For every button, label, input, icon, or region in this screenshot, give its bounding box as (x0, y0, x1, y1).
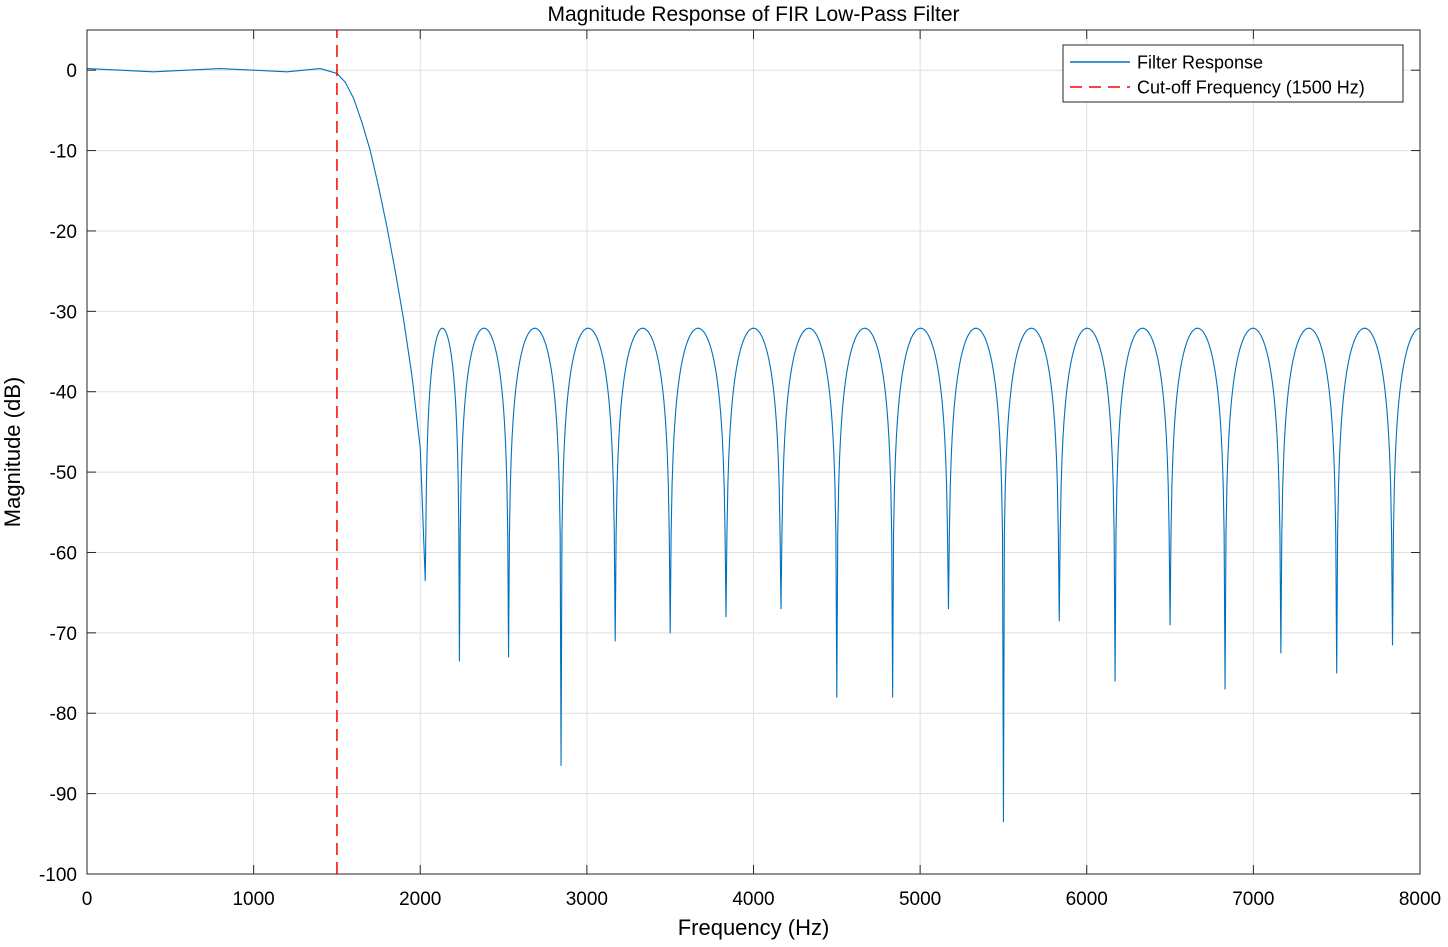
x-axis-label: Frequency (Hz) (678, 915, 830, 940)
y-tick-label: -100 (39, 865, 77, 886)
x-tick-label: 4000 (732, 889, 774, 910)
y-axis-label: Magnitude (dB) (0, 377, 25, 527)
x-tick-label: 8000 (1399, 889, 1441, 910)
legend-box (1062, 44, 1404, 103)
x-tick-label: 1000 (232, 889, 274, 910)
x-tick-label: 0 (82, 889, 93, 910)
y-tick-label: -90 (50, 785, 77, 806)
legend: Filter Response Cut-off Frequency (1500 … (1062, 44, 1404, 103)
y-tick-label: -80 (50, 704, 77, 725)
x-tick-label: 6000 (1066, 889, 1108, 910)
x-tick-label: 7000 (1232, 889, 1274, 910)
y-tick-label: -60 (50, 543, 77, 564)
series-line-filter-response (86, 68, 1421, 823)
y-tick-label: -50 (50, 463, 77, 484)
x-tick-label: 5000 (899, 889, 941, 910)
x-tick-label: 3000 (566, 889, 608, 910)
chart-title: Magnitude Response of FIR Low-Pass Filte… (547, 3, 959, 26)
legend-label-cutoff: Cut-off Frequency (1500 Hz) (1137, 78, 1365, 98)
y-tick-label: 0 (66, 61, 77, 82)
y-tick-label: -70 (50, 624, 77, 645)
x-tick-label: 2000 (399, 889, 441, 910)
y-tick-label: -10 (50, 142, 77, 163)
y-tick-label: -30 (50, 302, 77, 323)
ticks: 0 1000 2000 3000 4000 5000 6000 7000 8000 0 -10 -20… (39, 30, 1441, 910)
y-tick-label: -40 (50, 383, 77, 404)
y-tick-label: -20 (50, 222, 77, 243)
legend-label-filter-response: Filter Response (1137, 53, 1263, 73)
plot-area (86, 30, 1421, 874)
